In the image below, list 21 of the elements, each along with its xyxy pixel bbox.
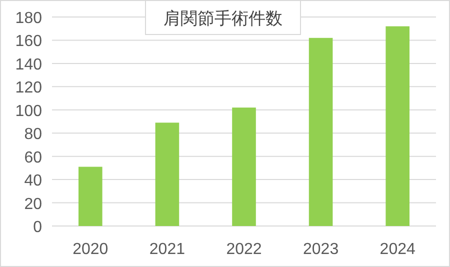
x-tick-label: 2022 xyxy=(226,241,262,258)
y-tick-label: 120 xyxy=(15,80,42,97)
x-tick-label: 2023 xyxy=(303,241,339,258)
y-tick-label: 0 xyxy=(33,219,42,236)
y-tick-label: 80 xyxy=(24,126,42,144)
y-tick-label: 40 xyxy=(24,172,42,190)
bar xyxy=(78,166,102,226)
y-tick-label: 180 xyxy=(15,10,42,27)
x-tick-label: 2021 xyxy=(149,241,186,258)
chart-title: 肩関節手術件数 xyxy=(164,9,282,28)
y-tick-label: 20 xyxy=(24,196,42,213)
y-tick-label: 100 xyxy=(15,102,42,120)
y-tick-label: 160 xyxy=(15,33,42,50)
bar xyxy=(308,38,333,226)
bar xyxy=(232,108,256,226)
x-tick-label: 2024 xyxy=(380,241,416,258)
bar xyxy=(155,122,180,226)
y-tick-label: 60 xyxy=(24,149,42,166)
y-tick-label: 140 xyxy=(15,56,42,74)
bar xyxy=(386,26,410,226)
x-tick-label: 2020 xyxy=(72,241,108,258)
